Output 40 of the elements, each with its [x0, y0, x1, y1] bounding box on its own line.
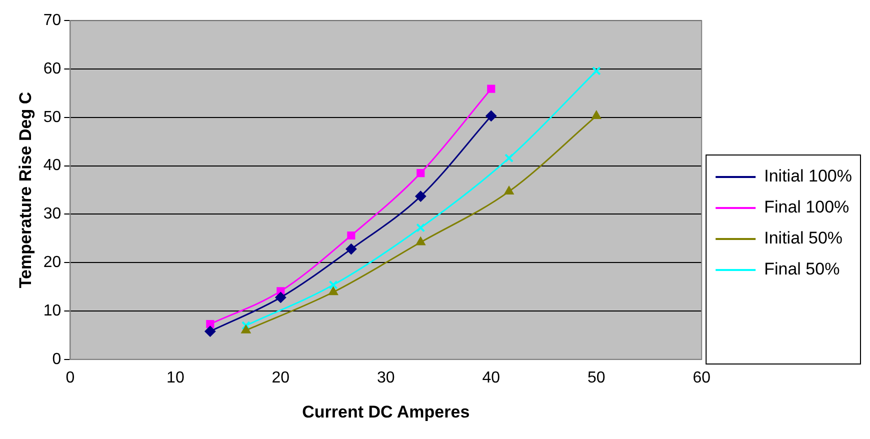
point: [204, 326, 216, 337]
point: [416, 223, 426, 232]
legend-label: Final 100%: [764, 198, 850, 217]
point: [206, 320, 214, 328]
point: [241, 324, 251, 334]
y-tick-label: 50: [43, 108, 62, 126]
x-axis-title: Current DC Amperes: [302, 402, 470, 422]
x-tick-label: 50: [587, 369, 606, 386]
y-tick-label: 70: [43, 12, 62, 30]
point: [328, 280, 338, 290]
legend-label: Initial 100%: [764, 166, 852, 186]
y-tick-label: 20: [43, 254, 62, 272]
y-tick-label: 10: [43, 302, 62, 320]
legend-label: Initial 50%: [764, 228, 843, 248]
x-tick-label: 10: [166, 369, 184, 386]
x-tick-label: 40: [482, 369, 500, 386]
x-tick-label: 20: [272, 369, 290, 386]
y-tick-label: 0: [52, 350, 62, 368]
y-tick-label: 40: [43, 157, 62, 174]
point: [241, 320, 250, 330]
y-tick-label: 60: [43, 60, 62, 78]
point: [504, 154, 514, 163]
point: [415, 190, 426, 202]
point: [416, 169, 425, 178]
legend-label: Final 50%: [764, 260, 840, 279]
x-tick-label: 60: [692, 369, 711, 386]
x-tick-label: 30: [377, 369, 395, 386]
point: [328, 286, 338, 296]
y-tick-label: 30: [43, 206, 62, 223]
point: [275, 292, 286, 303]
point: [347, 231, 356, 240]
x-tick-label: 0: [66, 369, 75, 386]
point: [487, 84, 496, 93]
point: [416, 236, 426, 246]
point: [486, 110, 497, 122]
point: [592, 66, 601, 76]
point: [504, 186, 514, 194]
point: [346, 244, 357, 255]
y-axis-title: Temperature Rise Deg C: [16, 92, 35, 288]
point: [592, 110, 602, 119]
